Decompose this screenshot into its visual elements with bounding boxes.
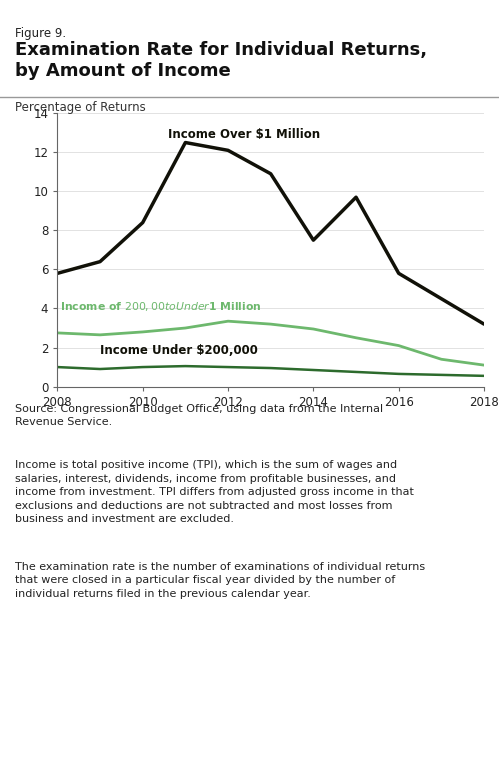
- Text: Income is total positive income (TPI), which is the sum of wages and
salaries, i: Income is total positive income (TPI), w…: [15, 460, 414, 524]
- Text: Figure 9.: Figure 9.: [15, 27, 66, 41]
- Text: The examination rate is the number of examinations of individual returns
that we: The examination rate is the number of ex…: [15, 562, 425, 599]
- Text: Income Over $1 Million: Income Over $1 Million: [168, 127, 320, 141]
- Text: Income Under $200,000: Income Under $200,000: [100, 344, 258, 358]
- Text: Percentage of Returns: Percentage of Returns: [15, 101, 146, 114]
- Text: Income of $200,00 to Under $1 Million: Income of $200,00 to Under $1 Million: [59, 301, 261, 313]
- Text: Examination Rate for Individual Returns,
by Amount of Income: Examination Rate for Individual Returns,…: [15, 41, 427, 80]
- Text: Source: Congressional Budget Office, using data from the Internal
Revenue Servic: Source: Congressional Budget Office, usi…: [15, 404, 383, 427]
